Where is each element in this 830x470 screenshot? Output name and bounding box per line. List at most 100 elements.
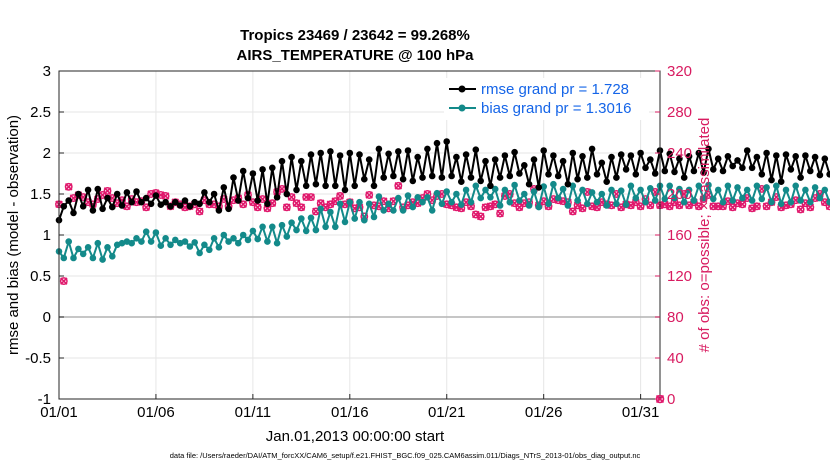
y-tick-label: 0.5 (30, 268, 51, 285)
obs-assimilated-point (796, 205, 805, 214)
x-tick-label: 01/16 (331, 404, 369, 421)
bias-point (719, 198, 727, 206)
obs-possible-point (646, 201, 655, 210)
rmse-point (176, 202, 184, 209)
rmse-point (782, 151, 790, 158)
bias-point (802, 186, 809, 194)
y-tick-label: -0.5 (25, 350, 51, 367)
obs-assimilated-point (806, 203, 815, 212)
bias-point (298, 215, 305, 222)
rmse-point (632, 171, 640, 178)
bias-point (380, 207, 388, 214)
rmse-point (608, 153, 615, 161)
rmse-point (511, 148, 518, 156)
rmse-point (332, 182, 339, 190)
annotations (655, 394, 665, 404)
bias-point (797, 197, 804, 204)
bias-point (433, 189, 441, 197)
bias-point (79, 250, 87, 258)
series-group (55, 138, 830, 286)
rmse-point (370, 182, 378, 190)
bias-point (278, 221, 286, 229)
rmse-point (550, 152, 557, 159)
bias-point (593, 198, 601, 206)
rmse-point (666, 150, 673, 158)
right-y-tick-label: 200 (667, 186, 692, 203)
obs-assimilated-point (573, 201, 582, 210)
x-tick-label: 01/01 (40, 404, 78, 421)
rmse-point (356, 151, 363, 158)
obs-possible-point (64, 182, 73, 191)
rmse-point (89, 207, 97, 214)
obs-assimilated-point (748, 204, 756, 213)
bias-point (99, 256, 106, 263)
bias-point (482, 186, 489, 194)
bias-point (516, 197, 523, 204)
bias-point (351, 215, 359, 222)
obs-assimilated-point (103, 187, 112, 195)
obs-possible-point (336, 192, 345, 200)
x-tick-label: 01/26 (525, 404, 563, 421)
bias-point (157, 242, 165, 249)
bias-point (714, 186, 722, 194)
legend-box (444, 78, 649, 120)
rmse-point (84, 186, 92, 194)
bias-point (724, 182, 732, 190)
x-axis-ticks: 01/01 01/06 01/11 01/16 01/21 01/26 01/31 (40, 394, 659, 421)
obs-assimilated-point (738, 200, 747, 208)
rmse-point (724, 153, 732, 160)
rmse-point (700, 169, 707, 176)
bias-point (574, 197, 581, 204)
bias-point (521, 190, 528, 198)
rmse-point (244, 194, 252, 202)
chart-title-line1: Tropics 23469 / 23642 = 99.268% (240, 27, 470, 44)
rmse-point (496, 174, 504, 181)
obs-possible-point (365, 191, 374, 199)
bias-point (399, 207, 407, 214)
bias-point (603, 202, 610, 209)
rmse-point (482, 157, 489, 165)
rmse-point (593, 171, 601, 178)
bias-point (816, 194, 824, 202)
rmse-point (710, 166, 717, 173)
bias-point (220, 231, 228, 239)
rmse-point (443, 138, 451, 145)
bias-point (467, 198, 475, 206)
bias-point (210, 235, 218, 242)
rmse-point (676, 155, 683, 162)
rmse-point (763, 149, 770, 157)
obs-possible-point (796, 205, 805, 214)
bias-point (332, 223, 339, 231)
rmse-point (584, 174, 591, 181)
rmse-point (327, 148, 334, 155)
rmse-point (302, 182, 310, 190)
rmse-point (346, 149, 354, 157)
rmse-point (273, 194, 281, 201)
x-tick-label: 01/21 (428, 404, 466, 421)
bias-point (65, 238, 72, 245)
rmse-point (792, 153, 799, 160)
bias-point (647, 185, 654, 192)
bias-point (225, 238, 232, 245)
rmse-point (278, 157, 286, 165)
bias-point (142, 228, 150, 235)
rmse-point (65, 197, 72, 204)
rmse-point (797, 174, 804, 181)
rmse-point (535, 184, 543, 191)
rmse-point (123, 189, 131, 196)
bias-point (191, 239, 198, 246)
rmse-point (133, 188, 140, 195)
bias-point (695, 182, 703, 190)
right-y-tick-label: 0 (667, 391, 675, 408)
bias-point (608, 186, 615, 194)
bias-point (196, 249, 203, 257)
rmse-point (70, 209, 77, 217)
bias-point (700, 194, 707, 202)
bias-point (89, 254, 97, 262)
bias-point (743, 186, 751, 194)
obs-assimilated-point (486, 202, 495, 211)
rmse-point (147, 200, 155, 208)
rmse-point (399, 175, 407, 183)
bias-point (826, 198, 830, 206)
rmse-point (453, 153, 460, 161)
